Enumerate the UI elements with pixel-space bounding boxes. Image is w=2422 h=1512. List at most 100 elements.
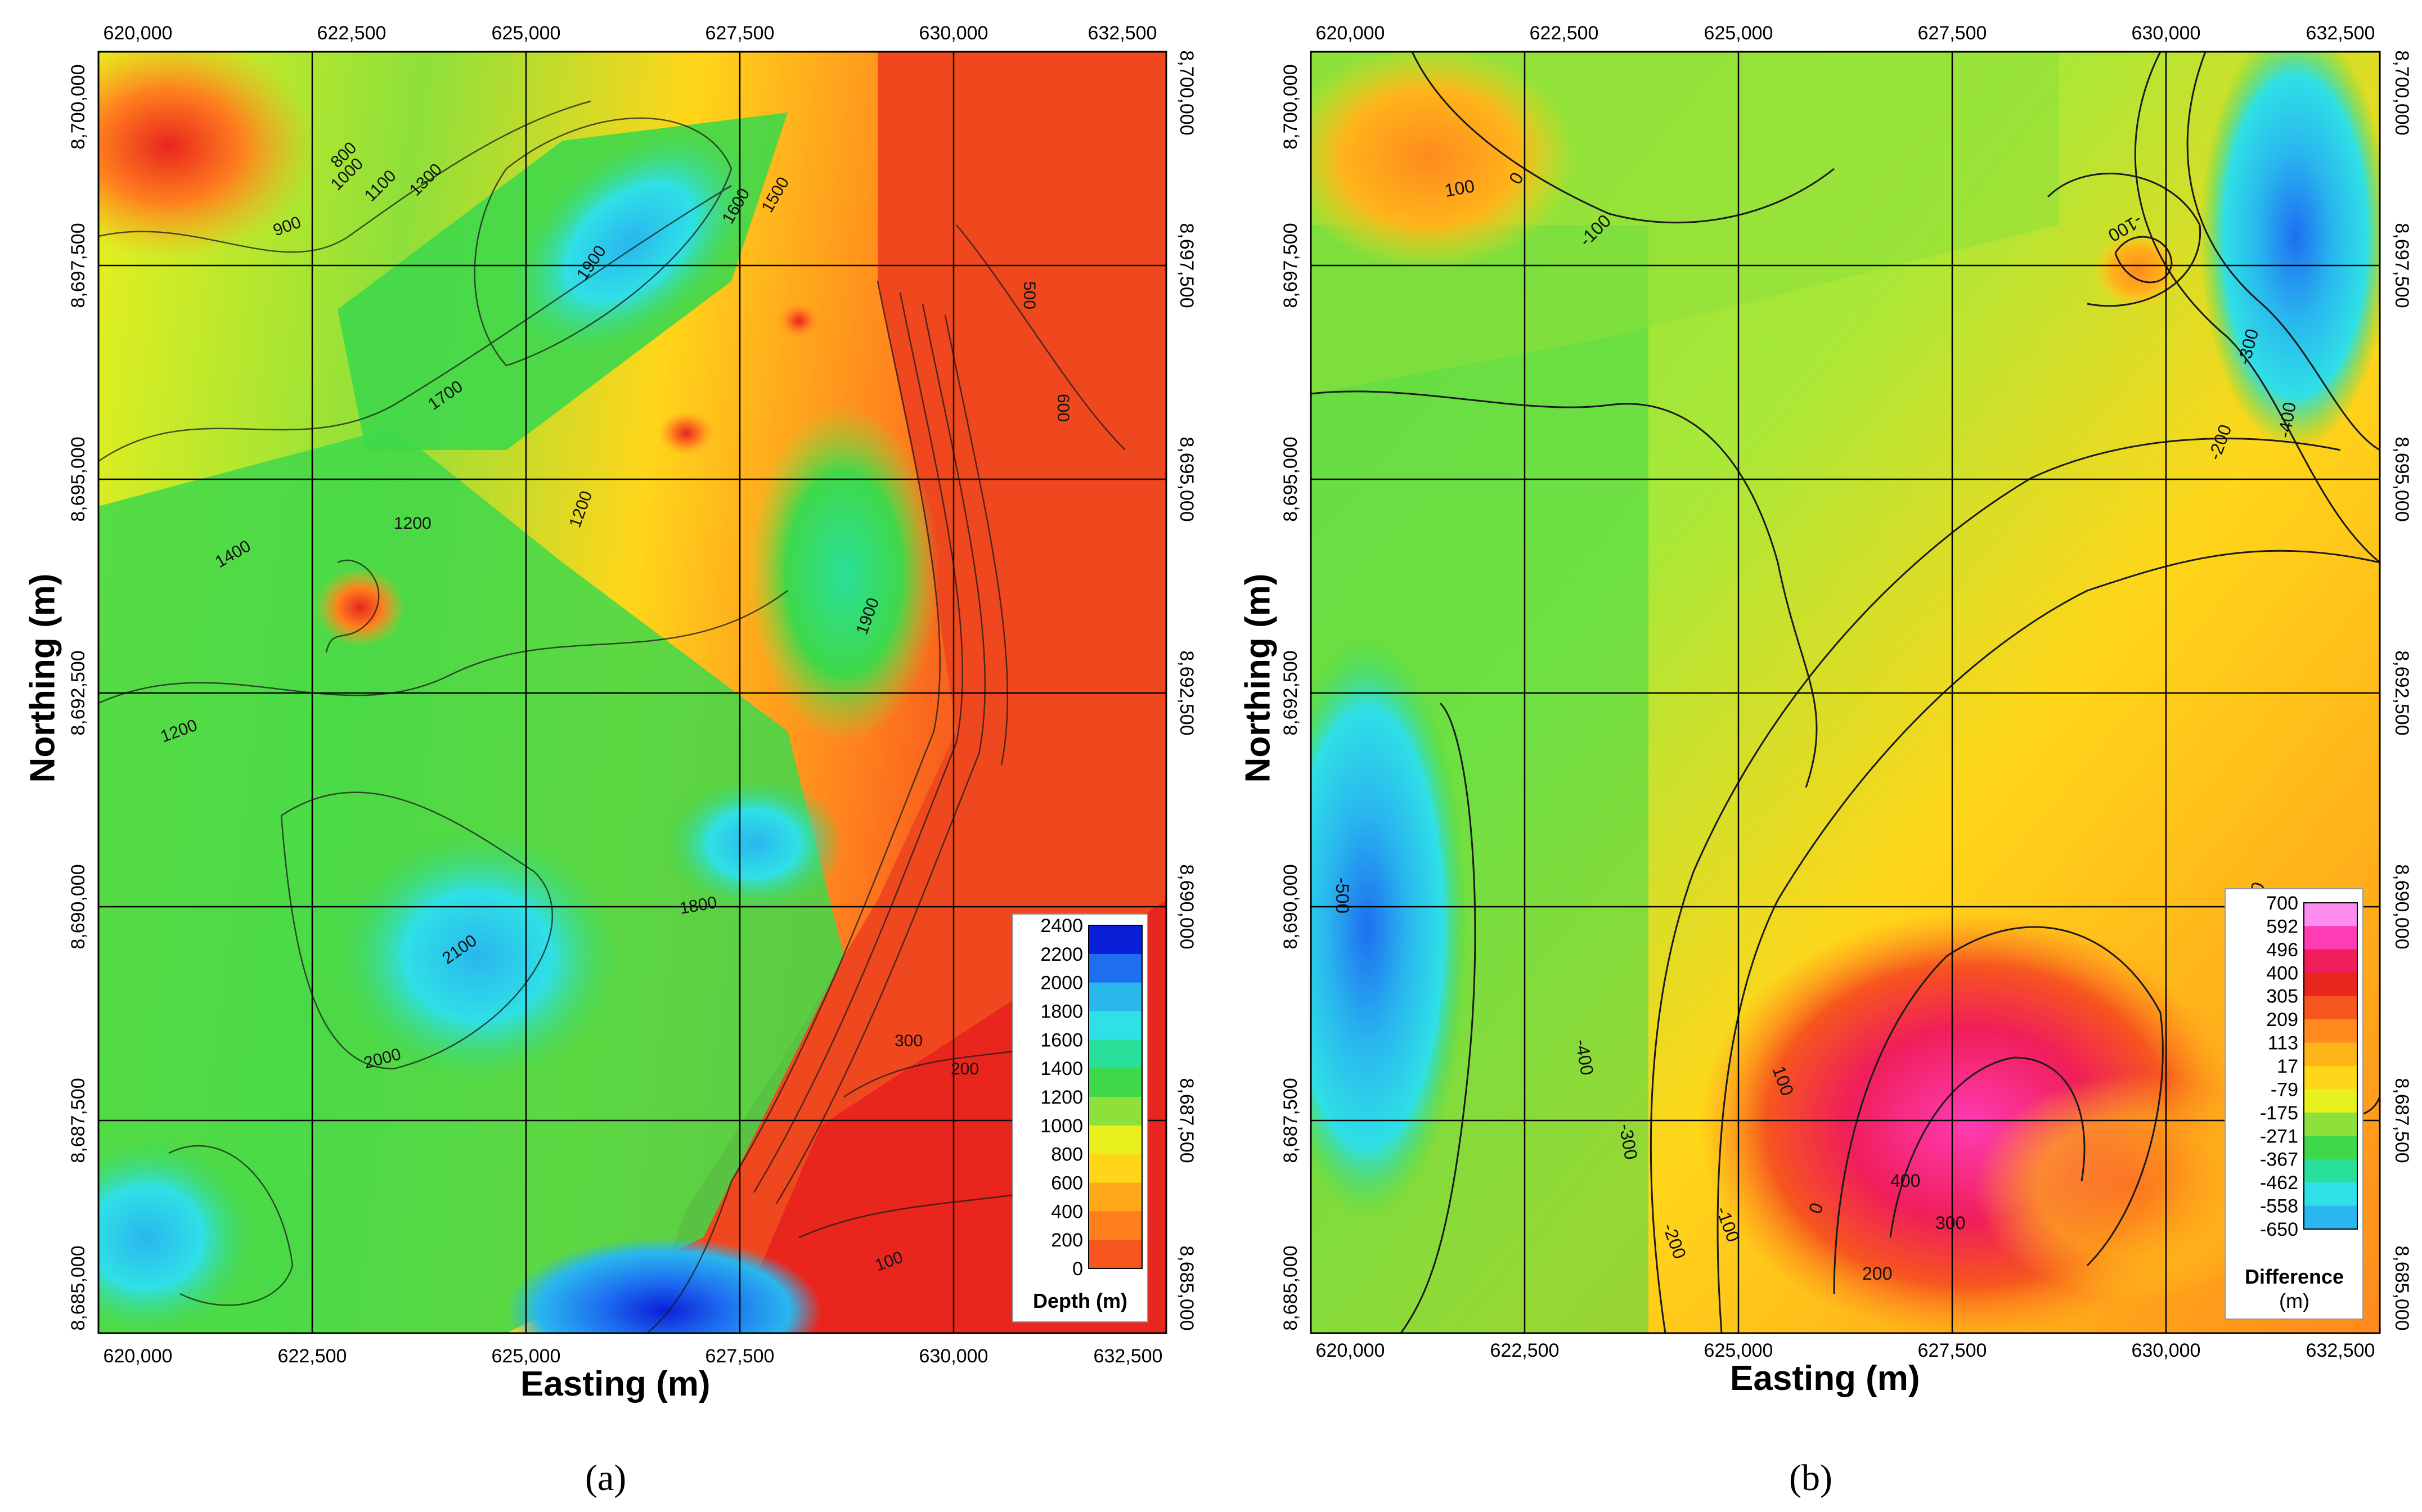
x-tick-label: 625,000 [492, 1346, 561, 1367]
legend-tick-label: 592 [2266, 916, 2298, 937]
x-tick-label: 630,000 [919, 22, 988, 44]
x-tick-label: 627,500 [1918, 22, 1987, 44]
depth-color-field [98, 52, 1166, 1333]
y-tick-labels-left: 8,700,000 8,697,500 8,695,000 8,692,500 … [68, 64, 89, 1330]
y-tick-label: 8,690,000 [2391, 864, 2412, 949]
x-tick-label: 625,000 [1704, 1340, 1773, 1361]
legend-swatch [2304, 949, 2357, 973]
x-tick-labels-bottom: 620,000 622,500 625,000 627,500 630,000 … [1316, 1340, 2375, 1361]
legend-swatch [2304, 1205, 2357, 1230]
depth-map-svg: 2100 2000 1900 1900 1800 1700 1600 1500 … [68, 22, 1197, 1367]
depth-legend: 2400220020001800160014001200100080060040… [1012, 914, 1148, 1322]
x-tick-label: 620,000 [1316, 22, 1385, 44]
legend-swatch [1089, 1068, 1142, 1097]
legend-tick-label: 113 [2268, 1033, 2298, 1054]
y-tick-label: 8,695,000 [2391, 436, 2412, 521]
legend-tick-label: 400 [2266, 962, 2298, 984]
legend-swatch [2304, 1182, 2357, 1207]
y-tick-label: 8,697,500 [68, 223, 89, 308]
y-tick-label: 8,700,000 [68, 64, 89, 149]
legend-swatch [1089, 1240, 1142, 1269]
y-tick-label: 8,687,500 [68, 1078, 89, 1163]
contour-label: 500 [1020, 281, 1039, 309]
y-tick-labels-right: 8,700,000 8,697,500 8,695,000 8,692,500 … [1176, 50, 1197, 1330]
x-tick-label: 632,500 [2306, 22, 2375, 44]
legend-tick-label: -175 [2260, 1102, 2298, 1124]
legend-swatch [2304, 926, 2357, 950]
legend-tick-label: -79 [2271, 1079, 2298, 1100]
x-axis-title: Easting (m) [1730, 1359, 1920, 1398]
x-axis-title: Easting (m) [520, 1365, 711, 1403]
legend-tick-label: -367 [2260, 1149, 2298, 1171]
legend-swatch [1089, 1125, 1142, 1155]
legend-tick-label: 1200 [1040, 1087, 1083, 1108]
legend-tick-label: 1000 [1040, 1115, 1083, 1137]
panel-caption: (a) [585, 1457, 627, 1498]
legend-tick-label: 1400 [1040, 1058, 1083, 1079]
x-tick-labels-bottom: 620,000 622,500 625,000 627,500 630,000 … [104, 1346, 1163, 1367]
y-tick-label: 8,695,000 [1176, 436, 1197, 521]
y-axis-title: Northing (m) [1238, 573, 1278, 783]
contour-label: 400 [1890, 1171, 1920, 1191]
legend-swatch [2304, 1042, 2357, 1066]
y-tick-label: 8,697,500 [2391, 223, 2412, 308]
y-tick-label: 8,690,000 [1176, 864, 1197, 949]
legend-tick-label: 0 [1072, 1258, 1083, 1280]
legend-swatch [1089, 1011, 1142, 1040]
y-tick-label: 8,687,500 [1280, 1078, 1301, 1163]
contour-label: -500 [1332, 878, 1352, 914]
legend-tick-label: 600 [1051, 1173, 1083, 1194]
legend-tick-label: 2200 [1040, 944, 1083, 965]
legend-swatch [2304, 973, 2357, 997]
difference-color-field [1311, 52, 2380, 1333]
contour-label: 300 [895, 1032, 923, 1050]
legend-swatch [1089, 982, 1142, 1011]
x-tick-label: 632,500 [1088, 22, 1157, 44]
x-tick-labels-top: 620,000 622,500 625,000 627,500 630,000 … [104, 22, 1157, 44]
y-tick-label: 8,700,000 [2391, 50, 2412, 135]
x-tick-label: 627,500 [1918, 1340, 1987, 1361]
contour-label: 1200 [394, 514, 432, 533]
y-tick-label: 8,685,000 [2391, 1245, 2412, 1330]
legend-swatch [1089, 1097, 1142, 1126]
y-tick-label: 8,685,000 [68, 1245, 89, 1330]
legend-tick-label: 800 [1051, 1144, 1083, 1166]
legend-swatch [1089, 953, 1142, 983]
y-tick-label: 8,692,500 [2391, 650, 2412, 735]
legend-swatch [1089, 1211, 1142, 1240]
x-tick-label: 630,000 [2132, 22, 2201, 44]
legend-tick-label: 17 [2277, 1056, 2298, 1077]
y-tick-label: 8,685,000 [1280, 1245, 1301, 1330]
x-tick-label: 627,500 [706, 1346, 775, 1367]
legend-tick-label: 200 [1051, 1230, 1083, 1251]
legend-swatch [2304, 903, 2357, 926]
x-tick-label: 632,500 [2306, 1340, 2375, 1361]
legend-swatch [1089, 1154, 1142, 1183]
contour-label: 200 [1862, 1263, 1892, 1284]
y-tick-label: 8,690,000 [1280, 864, 1301, 949]
x-tick-label: 620,000 [1316, 1340, 1385, 1361]
legend-tick-label: -558 [2260, 1196, 2298, 1217]
map-grid [1310, 51, 2381, 1334]
y-tick-label: 8,697,500 [1280, 223, 1301, 308]
panel-caption: (b) [1789, 1457, 1832, 1498]
y-tick-label: 8,692,500 [1176, 650, 1197, 735]
contour-label: 300 [1935, 1213, 1965, 1233]
x-tick-label: 622,500 [317, 22, 387, 44]
legend-swatch [1089, 1182, 1142, 1212]
legend-tick-label: -271 [2260, 1126, 2298, 1147]
difference-map-svg: 400 300 200 100 100 100 0 0 0 -100 -100 … [1280, 22, 2412, 1361]
legend-swatch [2304, 1159, 2357, 1183]
y-tick-label: 8,687,500 [2391, 1078, 2412, 1163]
x-tick-label: 622,500 [1490, 1340, 1560, 1361]
legend-swatch [2304, 1136, 2357, 1160]
y-tick-label: 8,695,000 [1280, 436, 1301, 521]
y-tick-labels-left: 8,700,000 8,697,500 8,695,000 8,692,500 … [1280, 64, 1301, 1330]
x-tick-label: 630,000 [919, 1346, 988, 1367]
y-tick-labels-right: 8,700,000 8,697,500 8,695,000 8,692,500 … [2391, 50, 2412, 1330]
map-panel-difference: 400 300 200 100 100 100 0 0 0 -100 -100 … [1215, 0, 2422, 1509]
legend-tick-label: 700 [2266, 893, 2298, 914]
legend-tick-label: 400 [1051, 1201, 1083, 1222]
x-tick-label: 630,000 [2132, 1340, 2201, 1361]
